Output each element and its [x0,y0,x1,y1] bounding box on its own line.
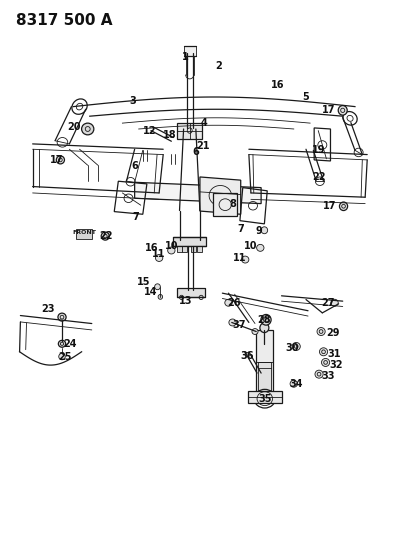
Text: 9: 9 [256,227,262,236]
Text: 8317 500 A: 8317 500 A [16,13,113,28]
Text: 25: 25 [58,352,72,362]
Text: 5: 5 [303,92,309,102]
Bar [256,330,273,394]
Ellipse shape [317,327,325,336]
Text: 27: 27 [322,298,335,308]
Ellipse shape [290,381,297,387]
Ellipse shape [292,343,300,351]
Text: 10: 10 [164,241,178,251]
Ellipse shape [58,313,66,321]
Text: 11: 11 [152,249,166,259]
Ellipse shape [58,341,66,348]
Bar [182,246,187,252]
Text: FRONT: FRONT [72,230,96,236]
Ellipse shape [168,247,175,254]
Text: 7: 7 [237,224,244,233]
Bar [173,237,206,246]
Text: 15: 15 [137,278,151,287]
Ellipse shape [252,328,258,335]
Ellipse shape [260,323,269,333]
Text: 17: 17 [50,155,64,165]
Ellipse shape [315,370,323,378]
Text: 23: 23 [41,304,55,314]
Ellipse shape [242,256,249,263]
Text: 6: 6 [131,161,138,171]
Ellipse shape [261,227,268,233]
Text: 22: 22 [312,172,326,182]
Text: 36: 36 [240,351,254,361]
Text: 34: 34 [289,379,303,389]
Ellipse shape [59,353,65,360]
Bar [191,246,196,252]
Text: 8: 8 [229,199,236,208]
Text: 3: 3 [129,96,136,106]
Text: 2: 2 [215,61,222,70]
Bar [177,288,205,297]
Ellipse shape [322,358,330,367]
Polygon shape [135,182,261,204]
Text: 11: 11 [233,253,246,263]
Text: 7: 7 [133,212,139,222]
Text: 30: 30 [285,343,299,352]
Text: 31: 31 [328,350,341,359]
Text: 4: 4 [201,118,207,127]
Ellipse shape [155,284,160,290]
Ellipse shape [339,202,348,211]
Polygon shape [200,177,241,214]
Text: 13: 13 [179,296,193,306]
Text: 28: 28 [257,315,271,325]
Bar [184,46,196,56]
Text: 17: 17 [323,201,337,211]
Text: 35: 35 [259,394,273,403]
Text: 32: 32 [329,360,343,370]
Text: 21: 21 [196,141,210,150]
Text: 29: 29 [326,328,339,338]
Text: 12: 12 [143,126,157,136]
Text: 20: 20 [67,122,81,132]
Text: 37: 37 [232,320,246,330]
Text: 1: 1 [182,52,189,62]
Bar [248,391,282,403]
Text: 16: 16 [271,80,284,90]
Text: 24: 24 [63,340,77,349]
Bar [76,229,92,239]
Bar [213,193,237,216]
Ellipse shape [257,244,264,251]
Ellipse shape [82,123,94,135]
Ellipse shape [56,156,64,164]
Text: 17: 17 [322,106,335,115]
Ellipse shape [225,300,232,306]
Text: 6: 6 [193,148,199,157]
Bar [258,362,271,394]
Text: 18: 18 [162,130,176,140]
Ellipse shape [229,319,236,326]
Text: 22: 22 [99,231,113,241]
Ellipse shape [331,300,338,306]
Bar [177,123,202,139]
Text: 10: 10 [244,241,258,251]
Bar [177,246,182,252]
Ellipse shape [338,106,347,115]
Ellipse shape [155,255,163,261]
Ellipse shape [319,348,328,356]
Bar [197,246,202,252]
Text: 33: 33 [322,371,335,381]
Text: 16: 16 [145,243,159,253]
Ellipse shape [101,232,109,240]
Text: 26: 26 [227,298,241,308]
Text: 19: 19 [312,146,326,155]
Ellipse shape [158,294,162,300]
Ellipse shape [261,314,271,325]
Text: 14: 14 [144,287,158,296]
